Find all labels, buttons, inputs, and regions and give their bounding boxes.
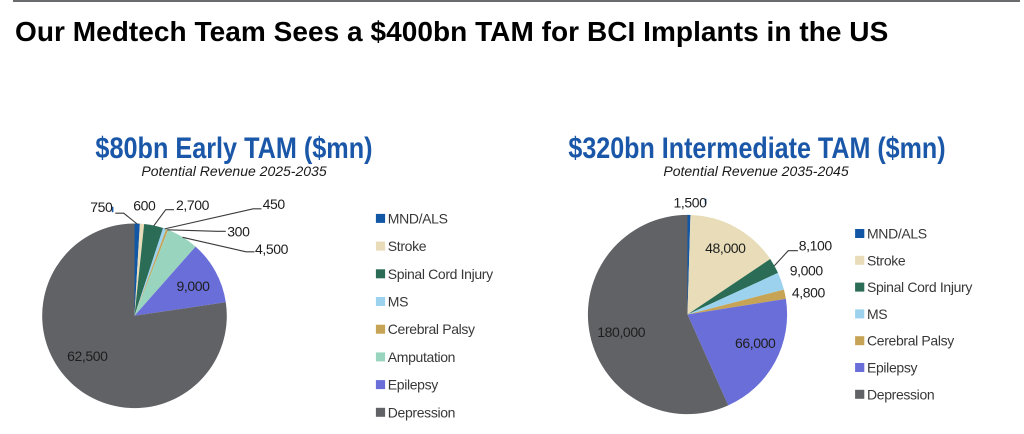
- svg-text:MND/ALS: MND/ALS: [867, 226, 927, 242]
- svg-text:8,100: 8,100: [799, 238, 833, 254]
- svg-text:MS: MS: [867, 306, 887, 322]
- svg-text:Amputation: Amputation: [388, 349, 455, 365]
- svg-text:600: 600: [133, 197, 156, 213]
- svg-text:Epilepsy: Epilepsy: [388, 377, 438, 393]
- svg-text:180,000: 180,000: [597, 324, 645, 340]
- svg-text:62,500: 62,500: [67, 348, 108, 364]
- svg-text:450: 450: [263, 196, 286, 212]
- svg-text:66,000: 66,000: [735, 335, 776, 351]
- svg-text:Spinal Cord Injury: Spinal Cord Injury: [388, 266, 493, 282]
- svg-text:Spinal Cord Injury: Spinal Cord Injury: [867, 279, 972, 295]
- svg-text:Epilepsy: Epilepsy: [867, 360, 917, 376]
- svg-text:300: 300: [227, 223, 250, 239]
- svg-text:Stroke: Stroke: [867, 252, 906, 268]
- svg-text:2,700: 2,700: [176, 197, 210, 213]
- svg-text:Depression: Depression: [867, 386, 934, 402]
- svg-text:750: 750: [90, 199, 113, 215]
- svg-text:Cerebral Palsy: Cerebral Palsy: [388, 321, 475, 337]
- svg-text:Cerebral Palsy: Cerebral Palsy: [867, 333, 954, 349]
- svg-text:Stroke: Stroke: [388, 238, 427, 254]
- svg-text:48,000: 48,000: [705, 240, 746, 256]
- svg-text:4,500: 4,500: [255, 241, 289, 257]
- svg-text:MS: MS: [388, 294, 408, 310]
- svg-text:9,000: 9,000: [790, 262, 824, 278]
- svg-text:4,800: 4,800: [792, 285, 826, 301]
- svg-text:Depression: Depression: [388, 404, 455, 420]
- svg-text:9,000: 9,000: [176, 278, 210, 294]
- svg-text:MND/ALS: MND/ALS: [388, 210, 448, 226]
- svg-text:1,500: 1,500: [673, 194, 707, 210]
